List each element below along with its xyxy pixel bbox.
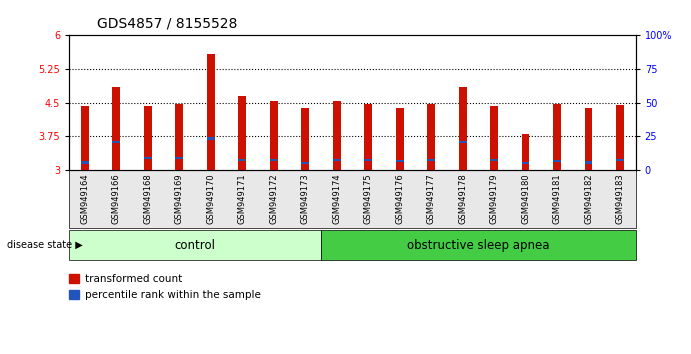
- Bar: [490, 106, 498, 170]
- Bar: [427, 104, 435, 170]
- Text: GSM949171: GSM949171: [238, 173, 247, 224]
- Bar: [301, 162, 309, 164]
- Text: control: control: [175, 239, 216, 252]
- Text: GSM949178: GSM949178: [458, 173, 467, 224]
- Text: GSM949166: GSM949166: [112, 173, 121, 224]
- Text: GSM949174: GSM949174: [332, 173, 341, 224]
- Bar: [616, 159, 624, 161]
- Bar: [81, 161, 88, 164]
- Text: GSM949164: GSM949164: [80, 173, 89, 224]
- Bar: [144, 106, 152, 170]
- Bar: [553, 104, 561, 170]
- Bar: [207, 137, 215, 140]
- Bar: [81, 106, 88, 170]
- Text: GSM949176: GSM949176: [395, 173, 404, 224]
- Bar: [301, 108, 309, 170]
- Bar: [113, 141, 120, 143]
- Bar: [364, 159, 372, 161]
- Bar: [490, 159, 498, 161]
- Text: GSM949182: GSM949182: [584, 173, 593, 224]
- Text: GDS4857 / 8155528: GDS4857 / 8155528: [97, 16, 238, 30]
- Bar: [333, 101, 341, 170]
- Bar: [176, 156, 183, 159]
- Text: obstructive sleep apnea: obstructive sleep apnea: [407, 239, 549, 252]
- Bar: [522, 134, 529, 170]
- Bar: [207, 54, 215, 170]
- Bar: [364, 104, 372, 170]
- Text: GSM949177: GSM949177: [426, 173, 435, 224]
- Text: GSM949169: GSM949169: [175, 173, 184, 224]
- Bar: [553, 160, 561, 162]
- Text: GSM949180: GSM949180: [521, 173, 530, 224]
- Bar: [144, 156, 152, 159]
- Text: GSM949170: GSM949170: [206, 173, 216, 224]
- Bar: [269, 101, 278, 170]
- Text: GSM949179: GSM949179: [489, 173, 499, 224]
- Bar: [333, 159, 341, 161]
- Text: GSM949183: GSM949183: [616, 173, 625, 224]
- Bar: [396, 160, 404, 162]
- Bar: [176, 104, 183, 170]
- Text: GSM949173: GSM949173: [301, 173, 310, 224]
- Bar: [238, 96, 246, 170]
- Bar: [238, 159, 246, 161]
- Bar: [522, 162, 529, 164]
- Bar: [459, 141, 466, 143]
- Text: GSM949168: GSM949168: [143, 173, 152, 224]
- Text: GSM949181: GSM949181: [553, 173, 562, 224]
- Text: GSM949175: GSM949175: [363, 173, 372, 224]
- Text: GSM949172: GSM949172: [269, 173, 278, 224]
- Bar: [585, 108, 592, 170]
- Bar: [585, 161, 592, 164]
- Bar: [113, 87, 120, 170]
- Bar: [269, 159, 278, 161]
- Bar: [616, 105, 624, 170]
- Bar: [459, 87, 466, 170]
- Text: transformed count: transformed count: [85, 274, 182, 284]
- Bar: [396, 108, 404, 170]
- Bar: [427, 159, 435, 161]
- Text: percentile rank within the sample: percentile rank within the sample: [85, 290, 261, 300]
- Text: disease state ▶: disease state ▶: [7, 240, 83, 250]
